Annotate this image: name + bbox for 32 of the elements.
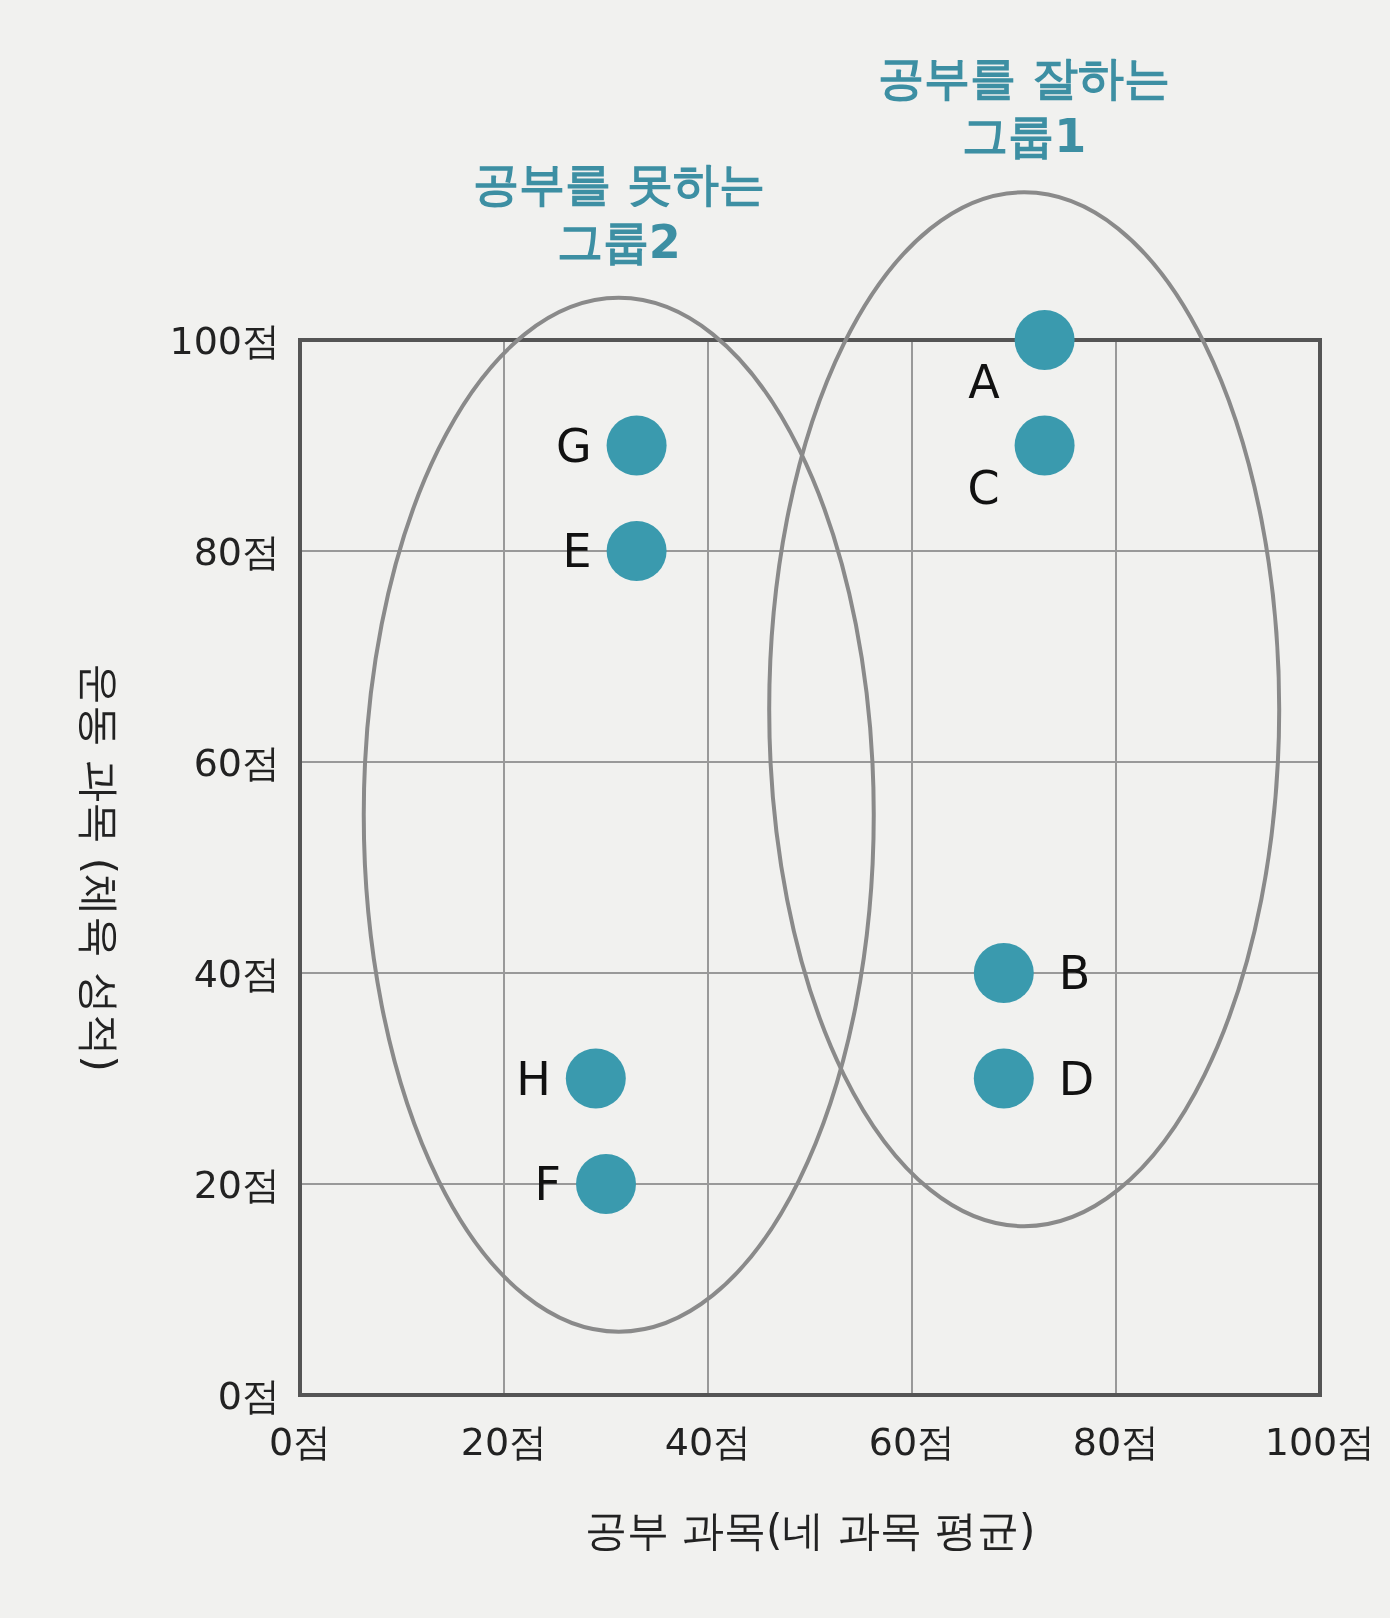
data-label: E	[562, 524, 592, 578]
x-tick-label: 20점	[460, 1420, 548, 1464]
point	[606, 521, 667, 581]
x-tick-label: 100점	[1264, 1420, 1376, 1464]
point	[1014, 415, 1075, 476]
y-tick-label: 20점	[193, 1163, 280, 1207]
point	[576, 1154, 636, 1214]
y-tick-label: 100점	[169, 319, 280, 363]
data-label: F	[534, 1157, 561, 1211]
x-tick-label: 60점	[868, 1420, 956, 1464]
y-tick-label: 80점	[193, 530, 280, 574]
point	[973, 1048, 1034, 1109]
y-tick-label: 40점	[193, 952, 280, 996]
data-label: A	[968, 355, 1001, 409]
point	[565, 1048, 626, 1109]
data-label: G	[555, 418, 592, 473]
data-label: C	[967, 460, 1000, 515]
text: 공부를 못하는 그룹2	[472, 156, 765, 269]
text: 공부를 잘하는 그룹1	[878, 51, 1171, 164]
data-label: H	[516, 1051, 551, 1106]
x-tick-label: 40점	[664, 1420, 752, 1464]
y-tick-label: 60점	[193, 741, 280, 785]
point	[973, 943, 1034, 1003]
data-label: B	[1058, 946, 1091, 1000]
x-tick-label: 80점	[1072, 1420, 1160, 1464]
y-tick-label: 0점	[217, 1374, 280, 1418]
x-tick-label: 0점	[268, 1420, 332, 1464]
x-axis-title: 공부 과목(네 과목 평균)	[584, 1506, 1036, 1555]
data-label: D	[1058, 1051, 1095, 1106]
point	[606, 415, 667, 476]
y-axis-title: 운동 과목 (체육 성적)	[75, 663, 124, 1072]
point	[1014, 310, 1075, 370]
